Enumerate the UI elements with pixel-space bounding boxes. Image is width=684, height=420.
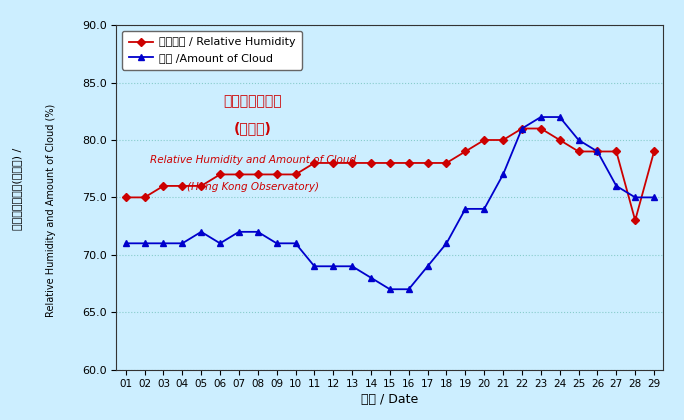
相對濕度 / Relative Humidity — [122, 195, 130, 200]
X-axis label: 日期 / Date: 日期 / Date — [361, 394, 419, 407]
相對濕度 / Relative Humidity — [423, 160, 432, 165]
相對濕度 / Relative Humidity — [612, 149, 620, 154]
相對濕度 / Relative Humidity — [348, 160, 356, 165]
雲量 /Amount of Cloud — [254, 229, 262, 234]
雲量 /Amount of Cloud — [291, 241, 300, 246]
相對濕度 / Relative Humidity — [518, 126, 526, 131]
雲量 /Amount of Cloud — [122, 241, 130, 246]
雲量 /Amount of Cloud — [140, 241, 148, 246]
相對濕度 / Relative Humidity — [291, 172, 300, 177]
雲量 /Amount of Cloud — [367, 275, 375, 280]
Line: 相對濕度 / Relative Humidity: 相對濕度 / Relative Humidity — [123, 126, 657, 223]
相對濕度 / Relative Humidity — [197, 184, 205, 189]
雲量 /Amount of Cloud — [311, 264, 319, 269]
相對濕度 / Relative Humidity — [329, 160, 337, 165]
相對濕度 / Relative Humidity — [537, 126, 545, 131]
Legend: 相對濕度 / Relative Humidity, 雲量 /Amount of Cloud: 相對濕度 / Relative Humidity, 雲量 /Amount of … — [122, 31, 302, 70]
相對濕度 / Relative Humidity — [650, 149, 658, 154]
雲量 /Amount of Cloud — [216, 241, 224, 246]
雲量 /Amount of Cloud — [575, 137, 583, 142]
相對濕度 / Relative Humidity — [386, 160, 394, 165]
雲量 /Amount of Cloud — [405, 287, 413, 292]
相對濕度 / Relative Humidity — [443, 160, 451, 165]
Text: Relative Humidity and Amount of Cloud: Relative Humidity and Amount of Cloud — [150, 155, 356, 165]
雲量 /Amount of Cloud — [329, 264, 337, 269]
雲量 /Amount of Cloud — [348, 264, 356, 269]
雲量 /Amount of Cloud — [537, 115, 545, 120]
雲量 /Amount of Cloud — [555, 115, 564, 120]
雲量 /Amount of Cloud — [480, 206, 488, 211]
相對濕度 / Relative Humidity — [405, 160, 413, 165]
雲量 /Amount of Cloud — [593, 149, 601, 154]
相對濕度 / Relative Humidity — [367, 160, 375, 165]
Text: 相對濕度及雲量: 相對濕度及雲量 — [224, 94, 282, 108]
Line: 雲量 /Amount of Cloud: 雲量 /Amount of Cloud — [122, 113, 657, 293]
雲量 /Amount of Cloud — [197, 229, 205, 234]
相對濕度 / Relative Humidity — [499, 137, 508, 142]
Text: (天文台): (天文台) — [234, 121, 272, 136]
相對濕度 / Relative Humidity — [480, 137, 488, 142]
Text: 相對濕度及雲量(百分比) /: 相對濕度及雲量(百分比) / — [12, 148, 22, 230]
雲量 /Amount of Cloud — [443, 241, 451, 246]
雲量 /Amount of Cloud — [272, 241, 280, 246]
雲量 /Amount of Cloud — [386, 287, 394, 292]
雲量 /Amount of Cloud — [518, 126, 526, 131]
Text: (Hong Kong Observatory): (Hong Kong Observatory) — [187, 182, 319, 192]
雲量 /Amount of Cloud — [461, 206, 469, 211]
相對濕度 / Relative Humidity — [159, 184, 168, 189]
相對濕度 / Relative Humidity — [311, 160, 319, 165]
相對濕度 / Relative Humidity — [555, 137, 564, 142]
雲量 /Amount of Cloud — [235, 229, 243, 234]
相對濕度 / Relative Humidity — [631, 218, 640, 223]
相對濕度 / Relative Humidity — [461, 149, 469, 154]
雲量 /Amount of Cloud — [631, 195, 640, 200]
相對濕度 / Relative Humidity — [272, 172, 280, 177]
雲量 /Amount of Cloud — [499, 172, 508, 177]
雲量 /Amount of Cloud — [650, 195, 658, 200]
相對濕度 / Relative Humidity — [235, 172, 243, 177]
相對濕度 / Relative Humidity — [593, 149, 601, 154]
雲量 /Amount of Cloud — [612, 184, 620, 189]
雲量 /Amount of Cloud — [423, 264, 432, 269]
相對濕度 / Relative Humidity — [216, 172, 224, 177]
雲量 /Amount of Cloud — [179, 241, 187, 246]
相對濕度 / Relative Humidity — [254, 172, 262, 177]
相對濕度 / Relative Humidity — [575, 149, 583, 154]
相對濕度 / Relative Humidity — [179, 184, 187, 189]
雲量 /Amount of Cloud — [159, 241, 168, 246]
相對濕度 / Relative Humidity — [140, 195, 148, 200]
Text: Relative Humidity and Amount of Cloud (%): Relative Humidity and Amount of Cloud (%… — [47, 103, 56, 317]
